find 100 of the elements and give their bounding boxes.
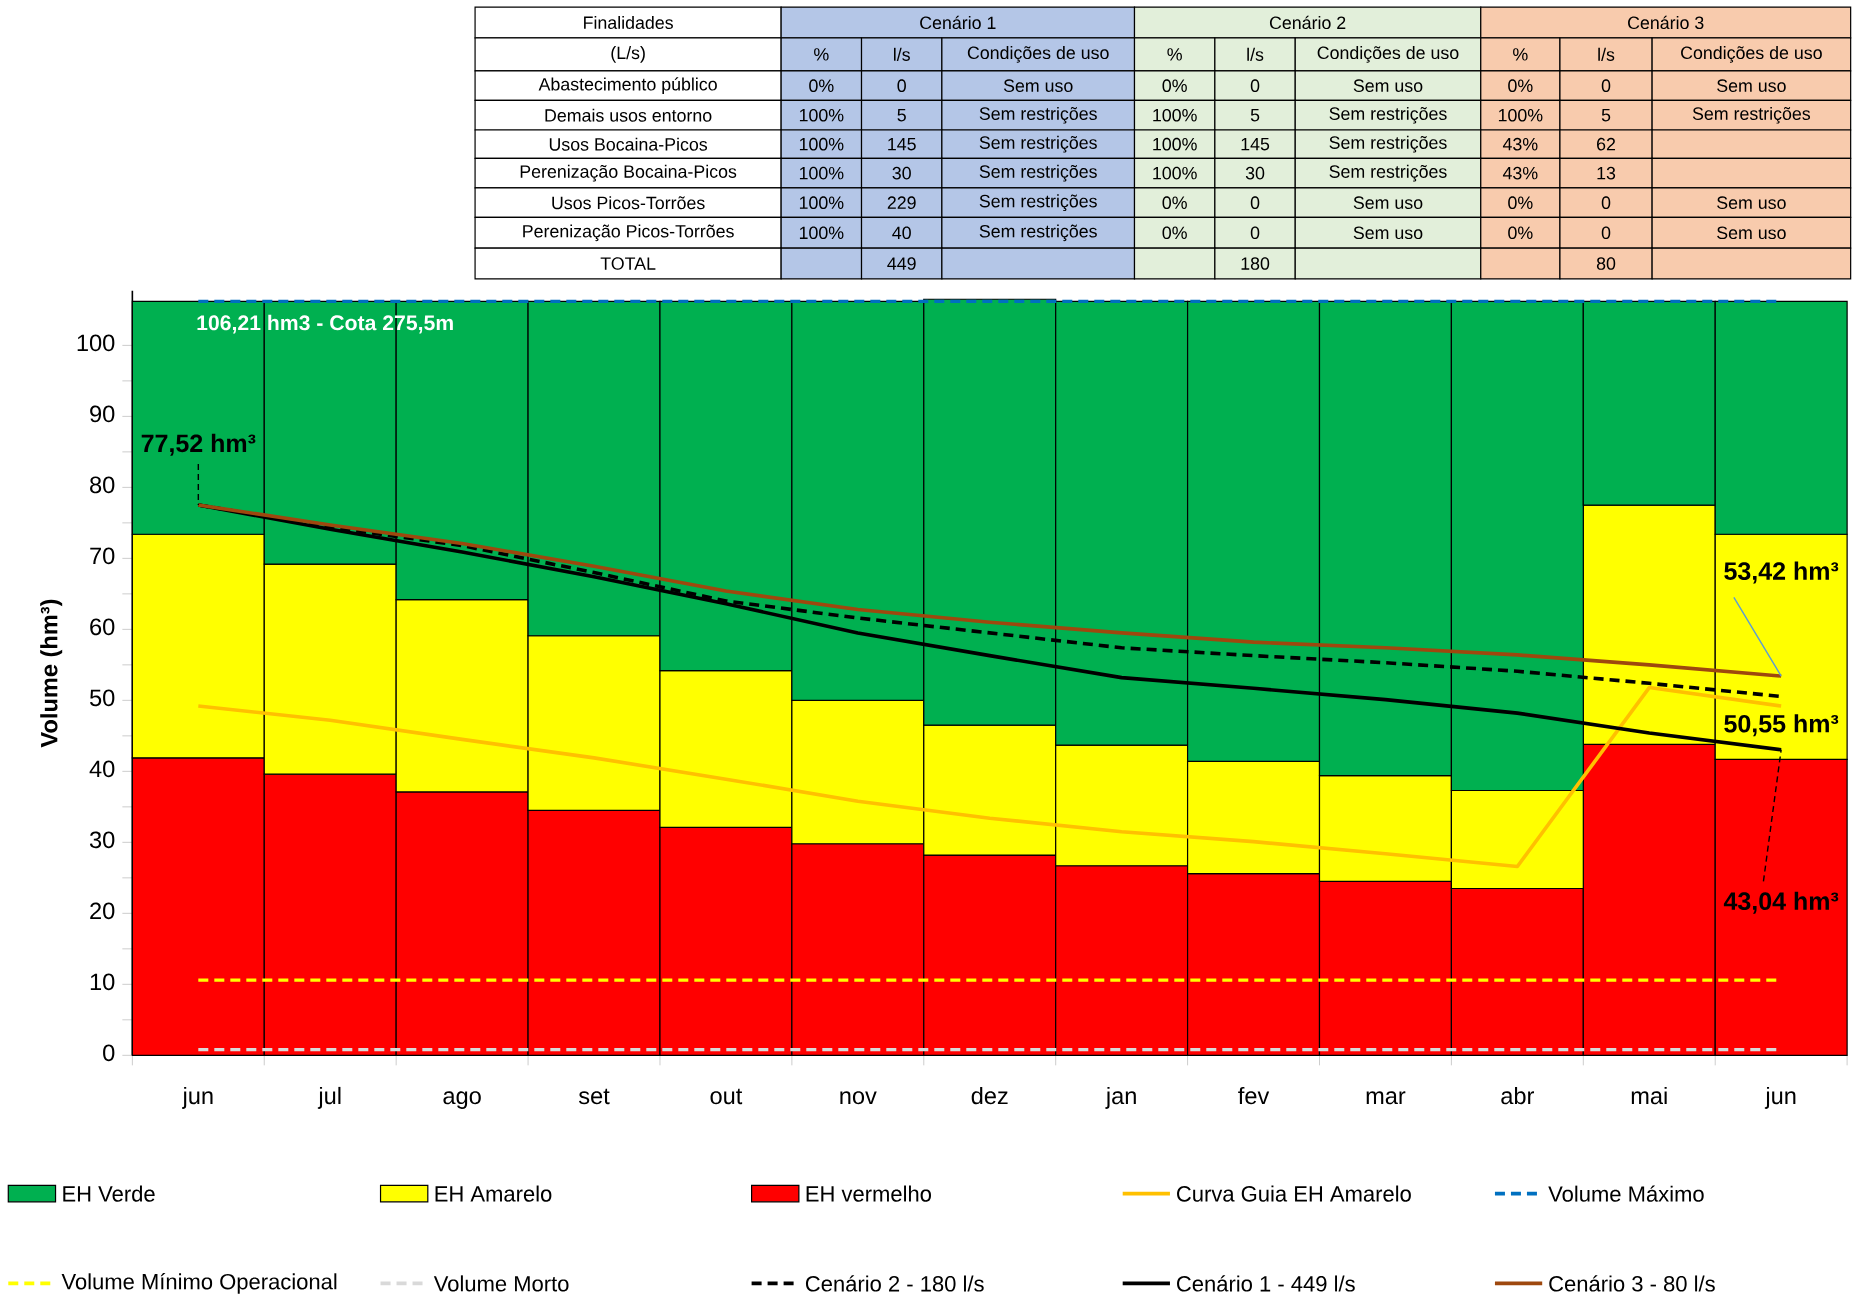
text: Sem restrições	[1692, 107, 1811, 124]
legend-label: Curva Guia EH Amarelo	[1177, 1185, 1411, 1202]
x-tick-label: set	[578, 1088, 610, 1105]
text: 0	[1601, 226, 1611, 240]
text: 0%	[1162, 226, 1187, 240]
x-tick-label: nov	[840, 1091, 877, 1105]
text: Perenização Picos-Torrões	[523, 224, 734, 242]
y-tick-label: 40	[89, 760, 115, 778]
text: Sem restrições	[979, 165, 1097, 182]
text: Sem restrições	[1329, 136, 1447, 153]
text: 0	[1250, 226, 1260, 240]
legend-label: Volume Morto	[433, 1275, 569, 1292]
text: 100%	[1498, 109, 1543, 122]
text: %	[1167, 48, 1182, 61]
x-tick-label: dez	[971, 1087, 1008, 1105]
text: 0%	[1508, 79, 1533, 93]
text: 30	[1245, 167, 1265, 180]
text: Sem uso	[1353, 226, 1423, 240]
y-tick-label: 0	[103, 1044, 115, 1062]
text: 80	[1596, 257, 1616, 271]
text: 100%	[799, 226, 844, 240]
x-tick-label: ago	[443, 1091, 481, 1110]
text: Condições de uso	[967, 46, 1109, 63]
x-tick-label: jan	[1105, 1087, 1136, 1110]
text: Cenário 2	[1269, 16, 1346, 30]
text: 100%	[1153, 138, 1197, 151]
text: Sem restrições	[979, 224, 1097, 242]
annotation: 106,21 hm3 - Cota 275,5m	[197, 314, 453, 334]
text: 449	[887, 257, 916, 271]
text: 0	[1250, 79, 1260, 93]
x-tick-label: fev	[1238, 1087, 1270, 1105]
x-tick-label: mai	[1631, 1087, 1667, 1105]
text: 30	[892, 167, 911, 180]
text: 5	[1601, 109, 1611, 122]
y-tick-label: 100	[77, 334, 115, 352]
y-tick-label: 10	[90, 973, 115, 991]
text: Sem uso	[1717, 196, 1786, 210]
text: 0	[897, 79, 906, 93]
text: 0	[1250, 196, 1260, 210]
y-tick-label: 70	[90, 547, 115, 565]
text: 5	[897, 109, 906, 122]
text: 43%	[1502, 138, 1538, 151]
text: Abastecimento público	[538, 77, 717, 95]
text: 0%	[1162, 196, 1187, 210]
y-tick-label: 90	[90, 405, 115, 423]
text: 40	[892, 226, 911, 240]
text: 180	[1241, 257, 1270, 271]
text: Demais usos entorno	[545, 108, 712, 122]
text: l/s	[1247, 48, 1264, 62]
text: 0%	[809, 79, 834, 93]
text: 100%	[799, 196, 844, 210]
text: Sem restrições	[979, 136, 1097, 153]
annotation: 43,04 hm³	[1723, 891, 1839, 914]
text: TOTAL	[600, 257, 656, 271]
y-tick-label: 20	[90, 902, 115, 920]
text: Sem uso	[1353, 79, 1423, 93]
text: Sem restrições	[979, 194, 1097, 212]
text: 100%	[1153, 167, 1197, 180]
text: Condições de uso	[1317, 46, 1459, 63]
y-axis-title: Volume (hm³)	[40, 599, 63, 748]
x-tick-label: jun	[1764, 1087, 1796, 1110]
text: 229	[887, 196, 916, 210]
text: 100%	[799, 138, 844, 151]
text: Sem restrições	[979, 107, 1097, 124]
x-tick-label: jul	[317, 1087, 341, 1110]
text: Condições de uso	[1681, 46, 1822, 63]
annotation: 53,42 hm³	[1724, 561, 1839, 584]
text: 100%	[1153, 109, 1197, 122]
text: 145	[1241, 138, 1270, 151]
y-tick-label: 80	[90, 476, 115, 494]
text: 0	[1601, 79, 1611, 93]
text: l/s	[1598, 48, 1615, 62]
legend-label: EH vermelho	[806, 1185, 931, 1202]
x-tick-label: jun	[182, 1087, 213, 1110]
text: l/s	[893, 48, 910, 62]
x-tick-label: abr	[1501, 1087, 1535, 1105]
text: Cenário 1	[920, 16, 996, 30]
text: Usos Picos-Torrões	[552, 196, 705, 210]
text: 145	[888, 138, 916, 151]
text: 43%	[1502, 167, 1538, 180]
text: Sem uso	[1353, 196, 1423, 210]
legend-label: Cenário 1 - 449 l/s	[1177, 1275, 1355, 1292]
text: 100%	[799, 167, 844, 180]
text: 13	[1597, 167, 1616, 180]
text: Usos Bocaina-Picos	[549, 137, 708, 151]
y-tick-label: 50	[89, 689, 115, 707]
legend-label: Cenário 3 - 80 l/s	[1549, 1275, 1715, 1292]
text: 5	[1250, 109, 1260, 122]
text: Finalidades	[584, 16, 673, 30]
text: 100%	[799, 109, 844, 122]
text: 0	[1601, 196, 1611, 210]
text: Sem uso	[1003, 79, 1073, 93]
text: %	[1513, 48, 1528, 61]
legend-label: EH Verde	[63, 1185, 155, 1202]
legend-label: Volume Máximo	[1548, 1185, 1704, 1202]
text: 0%	[1162, 79, 1187, 93]
legend-label: EH Amarelo	[435, 1185, 552, 1202]
text: 62	[1597, 138, 1616, 151]
x-tick-label: mar	[1366, 1091, 1406, 1105]
annotation: 77,52 hm³	[141, 433, 256, 456]
